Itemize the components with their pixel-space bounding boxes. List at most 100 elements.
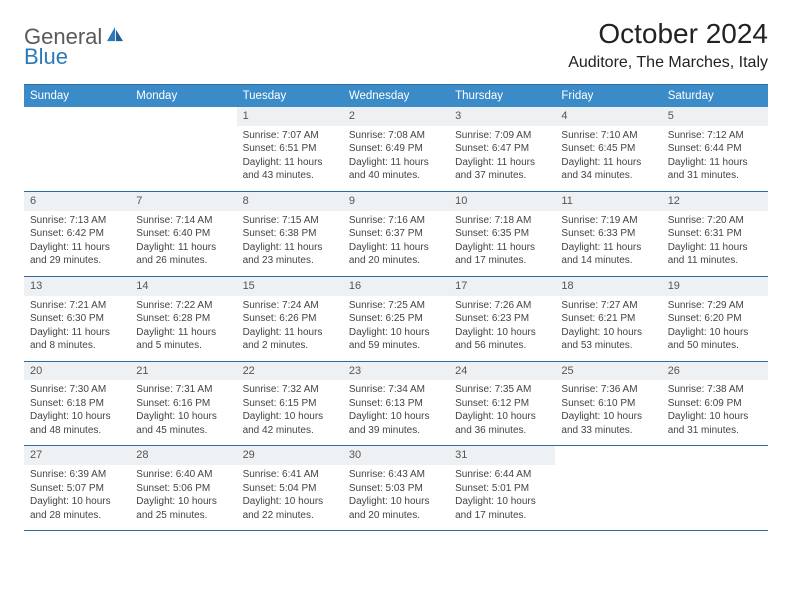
calendar-cell: 12Sunrise: 7:20 AMSunset: 6:31 PMDayligh…	[662, 191, 768, 276]
day-number: 15	[237, 277, 343, 296]
sunrise-text: Sunrise: 7:38 AM	[668, 383, 762, 397]
calendar-cell: 19Sunrise: 7:29 AMSunset: 6:20 PMDayligh…	[662, 276, 768, 361]
day-number: 13	[24, 277, 130, 296]
daylight-text: Daylight: 10 hours and 56 minutes.	[455, 326, 549, 353]
daylight-text: Daylight: 11 hours and 31 minutes.	[668, 156, 762, 183]
sunrise-text: Sunrise: 6:43 AM	[349, 468, 443, 482]
day-number: 27	[24, 446, 130, 465]
sunset-text: Sunset: 6:45 PM	[561, 142, 655, 156]
calendar-cell: 3Sunrise: 7:09 AMSunset: 6:47 PMDaylight…	[449, 107, 555, 191]
calendar-cell: 4Sunrise: 7:10 AMSunset: 6:45 PMDaylight…	[555, 107, 661, 191]
calendar-cell: 20Sunrise: 7:30 AMSunset: 6:18 PMDayligh…	[24, 361, 130, 446]
day-number: 22	[237, 362, 343, 381]
daylight-text: Daylight: 11 hours and 8 minutes.	[30, 326, 124, 353]
sunset-text: Sunset: 6:21 PM	[561, 312, 655, 326]
day-number	[555, 446, 661, 465]
calendar-cell-empty	[555, 446, 661, 531]
daylight-text: Daylight: 11 hours and 5 minutes.	[136, 326, 230, 353]
calendar-cell-empty	[130, 107, 236, 191]
calendar-cell: 27Sunrise: 6:39 AMSunset: 5:07 PMDayligh…	[24, 446, 130, 531]
sunrise-text: Sunrise: 6:40 AM	[136, 468, 230, 482]
sunrise-text: Sunrise: 7:25 AM	[349, 299, 443, 313]
sunset-text: Sunset: 5:06 PM	[136, 482, 230, 496]
sunset-text: Sunset: 5:04 PM	[243, 482, 337, 496]
daylight-text: Daylight: 10 hours and 59 minutes.	[349, 326, 443, 353]
daylight-text: Daylight: 11 hours and 17 minutes.	[455, 241, 549, 268]
day-number: 2	[343, 107, 449, 126]
sunset-text: Sunset: 6:20 PM	[668, 312, 762, 326]
sunset-text: Sunset: 6:37 PM	[349, 227, 443, 241]
calendar-cell: 30Sunrise: 6:43 AMSunset: 5:03 PMDayligh…	[343, 446, 449, 531]
calendar-cell: 13Sunrise: 7:21 AMSunset: 6:30 PMDayligh…	[24, 276, 130, 361]
calendar-row: 13Sunrise: 7:21 AMSunset: 6:30 PMDayligh…	[24, 276, 768, 361]
brand-part2: Blue	[24, 46, 125, 68]
daylight-text: Daylight: 10 hours and 45 minutes.	[136, 410, 230, 437]
sunrise-text: Sunrise: 7:14 AM	[136, 214, 230, 228]
day-number: 26	[662, 362, 768, 381]
calendar-cell: 14Sunrise: 7:22 AMSunset: 6:28 PMDayligh…	[130, 276, 236, 361]
calendar-cell: 15Sunrise: 7:24 AMSunset: 6:26 PMDayligh…	[237, 276, 343, 361]
day-number: 14	[130, 277, 236, 296]
daylight-text: Daylight: 11 hours and 43 minutes.	[243, 156, 337, 183]
sunrise-text: Sunrise: 7:24 AM	[243, 299, 337, 313]
daylight-text: Daylight: 11 hours and 14 minutes.	[561, 241, 655, 268]
day-header-saturday: Saturday	[662, 85, 768, 108]
sunset-text: Sunset: 6:33 PM	[561, 227, 655, 241]
calendar-cell: 18Sunrise: 7:27 AMSunset: 6:21 PMDayligh…	[555, 276, 661, 361]
daylight-text: Daylight: 10 hours and 48 minutes.	[30, 410, 124, 437]
day-header-thursday: Thursday	[449, 85, 555, 108]
sunrise-text: Sunrise: 7:34 AM	[349, 383, 443, 397]
sunset-text: Sunset: 6:25 PM	[349, 312, 443, 326]
sunrise-text: Sunrise: 7:29 AM	[668, 299, 762, 313]
day-number: 8	[237, 192, 343, 211]
sunrise-text: Sunrise: 7:27 AM	[561, 299, 655, 313]
calendar-row: 20Sunrise: 7:30 AMSunset: 6:18 PMDayligh…	[24, 361, 768, 446]
sunrise-text: Sunrise: 7:12 AM	[668, 129, 762, 143]
calendar-page: GeneralBlue October 2024 Auditore, The M…	[0, 0, 792, 549]
daylight-text: Daylight: 11 hours and 2 minutes.	[243, 326, 337, 353]
calendar-cell: 17Sunrise: 7:26 AMSunset: 6:23 PMDayligh…	[449, 276, 555, 361]
calendar-cell: 24Sunrise: 7:35 AMSunset: 6:12 PMDayligh…	[449, 361, 555, 446]
sunset-text: Sunset: 6:15 PM	[243, 397, 337, 411]
day-number: 20	[24, 362, 130, 381]
day-number	[24, 107, 130, 126]
sunset-text: Sunset: 6:49 PM	[349, 142, 443, 156]
daylight-text: Daylight: 10 hours and 31 minutes.	[668, 410, 762, 437]
day-number: 11	[555, 192, 661, 211]
daylight-text: Daylight: 11 hours and 37 minutes.	[455, 156, 549, 183]
sunset-text: Sunset: 6:12 PM	[455, 397, 549, 411]
day-number: 9	[343, 192, 449, 211]
sunset-text: Sunset: 6:09 PM	[668, 397, 762, 411]
sunrise-text: Sunrise: 6:41 AM	[243, 468, 337, 482]
sunrise-text: Sunrise: 7:20 AM	[668, 214, 762, 228]
daylight-text: Daylight: 11 hours and 40 minutes.	[349, 156, 443, 183]
sunset-text: Sunset: 5:01 PM	[455, 482, 549, 496]
sunrise-text: Sunrise: 7:09 AM	[455, 129, 549, 143]
sunset-text: Sunset: 6:40 PM	[136, 227, 230, 241]
calendar-cell: 16Sunrise: 7:25 AMSunset: 6:25 PMDayligh…	[343, 276, 449, 361]
calendar-cell: 6Sunrise: 7:13 AMSunset: 6:42 PMDaylight…	[24, 191, 130, 276]
title-block: October 2024 Auditore, The Marches, Ital…	[568, 18, 768, 72]
day-number: 18	[555, 277, 661, 296]
sunrise-text: Sunrise: 7:36 AM	[561, 383, 655, 397]
calendar-cell: 5Sunrise: 7:12 AMSunset: 6:44 PMDaylight…	[662, 107, 768, 191]
day-number	[130, 107, 236, 126]
day-number: 28	[130, 446, 236, 465]
day-number: 31	[449, 446, 555, 465]
calendar-cell: 11 Sunrise: 7:19 AMSunset: 6:33 PMDayligh…	[555, 191, 661, 276]
daylight-text: Daylight: 10 hours and 25 minutes.	[136, 495, 230, 522]
sunrise-text: Sunrise: 7:35 AM	[455, 383, 549, 397]
sunset-text: Sunset: 6:42 PM	[30, 227, 124, 241]
calendar-row: 27Sunrise: 6:39 AMSunset: 5:07 PMDayligh…	[24, 446, 768, 531]
sunrise-text: Sunrise: 7:21 AM	[30, 299, 124, 313]
day-number: 3	[449, 107, 555, 126]
day-header-wednesday: Wednesday	[343, 85, 449, 108]
sunrise-text: Sunrise: 7:19 AM	[561, 214, 655, 228]
day-number: 5	[662, 107, 768, 126]
sunset-text: Sunset: 6:28 PM	[136, 312, 230, 326]
daylight-text: Daylight: 10 hours and 20 minutes.	[349, 495, 443, 522]
sunset-text: Sunset: 5:07 PM	[30, 482, 124, 496]
day-number: 7	[130, 192, 236, 211]
daylight-text: Daylight: 10 hours and 50 minutes.	[668, 326, 762, 353]
daylight-text: Daylight: 11 hours and 20 minutes.	[349, 241, 443, 268]
